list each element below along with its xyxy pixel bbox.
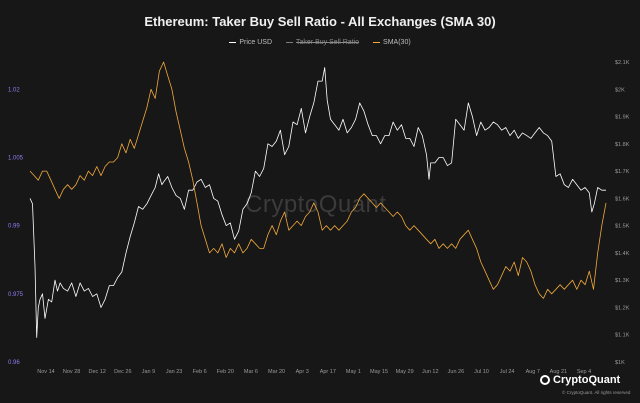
legend-swatch-sma (373, 42, 381, 43)
right-axis-tick: $2K (615, 87, 625, 93)
legend-label-sma: SMA(30) (383, 39, 411, 46)
x-axis-tick: Jan 9 (142, 369, 155, 375)
x-axis-tick: Apr 3 (296, 369, 309, 375)
x-axis-tick: Feb 6 (193, 369, 207, 375)
x-axis-tick: Dec 26 (114, 369, 131, 375)
legend-label-ratio: Taker Buy Sell Ratio (296, 39, 360, 46)
chart-title: Ethereum: Taker Buy Sell Ratio - All Exc… (144, 14, 496, 29)
left-axis-tick: 0.99 (8, 224, 20, 230)
right-axis-tick: $1.5K (615, 224, 630, 230)
right-axis-tick: $1.3K (615, 278, 630, 284)
x-axis-tick: Apr 17 (320, 369, 336, 375)
x-axis-tick: Mar 6 (244, 369, 258, 375)
brand-logo: CryptoQuant (540, 374, 620, 386)
x-axis-tick: Feb 20 (217, 369, 234, 375)
x-axis-tick: May 15 (370, 369, 388, 375)
x-axis-tick: Dec 12 (89, 369, 106, 375)
legend-label-price: Price USD (239, 39, 273, 46)
x-axis-tick: Jan 23 (166, 369, 183, 375)
x-axis-tick: May 1 (346, 369, 361, 375)
x-axis-tick: Jun 26 (448, 369, 465, 375)
x-axis-tick: Jun 12 (422, 369, 439, 375)
series-line-sma-30- (29, 61, 607, 299)
x-axis-tick: Jul 24 (500, 369, 515, 375)
right-axis-tick: $1.8K (615, 142, 630, 148)
right-axis-tick: $1.7K (615, 169, 630, 175)
brand-name: CryptoQuant (553, 374, 621, 386)
legend-swatch-ratio (286, 42, 294, 43)
right-axis-tick: $2.1K (615, 60, 630, 66)
right-axis-tick: $1.2K (615, 305, 630, 311)
right-axis-tick: $1.1K (615, 333, 630, 339)
x-axis-tick: Jul 10 (474, 369, 489, 375)
legend-item-ratio[interactable]: Taker Buy Sell Ratio (286, 39, 359, 46)
brand-copyright: © CryptoQuant. All rights reserved (562, 390, 631, 395)
legend-swatch-price (229, 42, 237, 43)
legend-item-sma[interactable]: SMA(30) (373, 39, 411, 46)
x-axis-tick: Aug 7 (526, 369, 540, 375)
x-axis-tick: Nov 28 (63, 369, 80, 375)
right-axis-tick: $1.6K (615, 196, 630, 202)
left-axis-tick: 1.02 (8, 87, 20, 93)
brand-logo-icon (540, 375, 550, 385)
x-axis-tick: Sep 4 (577, 369, 591, 375)
right-axis-tick: $1.9K (615, 115, 630, 121)
x-axis-tick: Aug 21 (550, 369, 567, 375)
x-axis-tick: Mar 20 (268, 369, 285, 375)
series-line-price-usd (29, 67, 606, 338)
left-axis-tick: 0.975 (8, 292, 24, 298)
left-axis-tick: 0.96 (8, 360, 20, 366)
left-axis-tick: 1.005 (8, 155, 24, 161)
right-axis-tick: $1K (615, 360, 625, 366)
x-axis-tick: Nov 14 (37, 369, 54, 375)
x-axis-tick: May 29 (396, 369, 414, 375)
chart-legend: Price USD Taker Buy Sell Ratio SMA(30) (0, 39, 640, 46)
right-axis-tick: $1.4K (615, 251, 630, 257)
legend-item-price[interactable]: Price USD (229, 39, 272, 46)
